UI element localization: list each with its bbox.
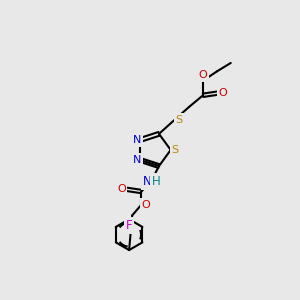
Text: O: O (199, 70, 207, 80)
Text: H: H (152, 175, 161, 188)
Text: O: O (219, 88, 227, 98)
Text: S: S (172, 145, 179, 155)
Text: F: F (126, 219, 132, 232)
Text: N: N (133, 135, 141, 145)
Text: N: N (142, 175, 151, 188)
Text: N: N (133, 155, 141, 165)
Text: S: S (176, 115, 183, 125)
Text: O: O (142, 200, 150, 210)
Text: O: O (117, 184, 126, 194)
